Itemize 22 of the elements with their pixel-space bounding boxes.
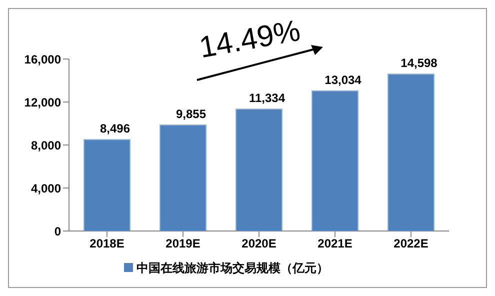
bar — [312, 90, 358, 231]
y-tick-label: 16,000 — [24, 52, 62, 66]
x-tick-label: 2020E — [242, 236, 276, 251]
data-label: 8,496 — [100, 122, 130, 136]
x-tick-label: 2018E — [90, 236, 124, 251]
data-label: 11,334 — [248, 91, 286, 106]
x-tick-label: 2022E — [394, 236, 428, 251]
bar — [84, 139, 130, 231]
y-tick-label: 0 — [54, 224, 62, 238]
y-tick-label: 8,000 — [30, 138, 62, 152]
bar — [160, 124, 206, 231]
data-label: 14,598 — [400, 56, 438, 70]
data-label: 13,034 — [324, 72, 362, 87]
y-tick-label: 12,000 — [24, 95, 62, 110]
data-label: 9,855 — [176, 107, 206, 122]
y-tick-label: 4,000 — [30, 181, 62, 196]
x-tick-label: 2019E — [166, 236, 200, 251]
x-tick-label: 2021E — [318, 236, 352, 251]
bar — [388, 74, 434, 231]
legend-label: 中国在线旅游市场交易规模（亿元） — [136, 261, 328, 275]
annotation: 14.49% — [196, 14, 303, 66]
bar — [236, 108, 282, 231]
